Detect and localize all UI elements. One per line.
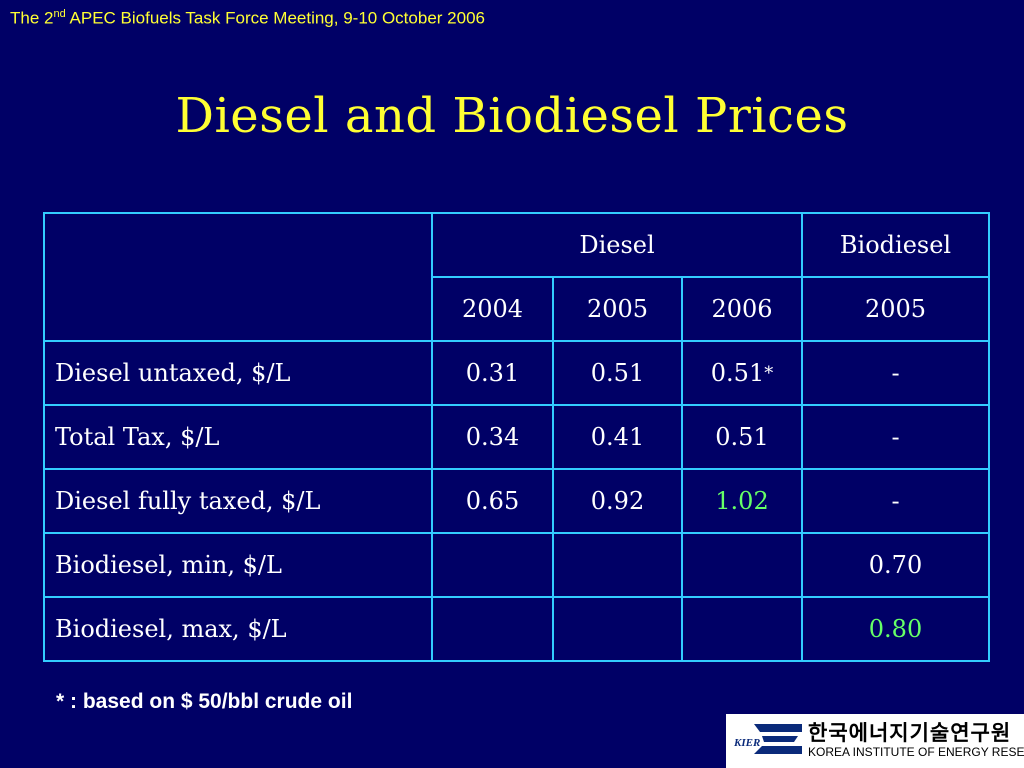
table-cell: 0.31 bbox=[431, 340, 554, 406]
header-rest: APEC Biofuels Task Force Meeting, 9-10 O… bbox=[65, 8, 485, 28]
table-cell: 0.92 bbox=[552, 468, 683, 534]
table-cell: 0.41 bbox=[552, 404, 683, 470]
table-cell: 0.51 bbox=[552, 340, 683, 406]
cell-value: 0.51 bbox=[710, 359, 765, 387]
diesel-group-header: Diesel bbox=[431, 212, 803, 278]
footnote-marker: * bbox=[764, 363, 774, 384]
row-label: Diesel fully taxed, $/L bbox=[43, 468, 433, 534]
row-label: Total Tax, $/L bbox=[43, 404, 433, 470]
year-header: 2005 bbox=[801, 276, 990, 342]
table-row: Diesel untaxed, $/L 0.31 0.51 0.51* - bbox=[43, 340, 990, 406]
price-table: Diesel Biodiesel 2004 2005 2006 2005 Die… bbox=[43, 212, 990, 662]
table-row: Biodiesel, max, $/L 0.80 bbox=[43, 596, 990, 662]
table-cell: 0.34 bbox=[431, 404, 554, 470]
slide-title: Diesel and Biodiesel Prices bbox=[175, 88, 849, 144]
year-header: 2004 bbox=[431, 276, 554, 342]
table-header-row: Diesel Biodiesel bbox=[43, 212, 990, 342]
logo-english-name: KOREA INSTITUTE OF ENERGY RESEARCH bbox=[808, 745, 1024, 759]
table-cell: - bbox=[801, 468, 990, 534]
header-prefix: The 2 bbox=[10, 8, 54, 28]
kier-logo: KIER 한국에너지기술연구원 KOREA INSTITUTE OF ENERG… bbox=[726, 714, 1024, 768]
year-header: 2005 bbox=[552, 276, 683, 342]
logo-abbr: KIER bbox=[733, 737, 760, 749]
footnote: * : based on $ 50/bbl crude oil bbox=[56, 690, 353, 713]
table-row: Diesel fully taxed, $/L 0.65 0.92 1.02 - bbox=[43, 468, 990, 534]
table-cell bbox=[552, 532, 683, 598]
kier-emblem-icon: KIER bbox=[733, 724, 802, 754]
row-label: Biodiesel, max, $/L bbox=[43, 596, 433, 662]
table-cell-2006: 0.51* bbox=[681, 340, 803, 406]
table-row: Total Tax, $/L 0.34 0.41 0.51 - bbox=[43, 404, 990, 470]
table-row: Biodiesel, min, $/L 0.70 bbox=[43, 532, 990, 598]
empty-corner-cell bbox=[43, 212, 433, 342]
highlighted-cell: 1.02 bbox=[681, 468, 803, 534]
table-cell bbox=[431, 596, 554, 662]
highlighted-cell: 0.80 bbox=[801, 596, 990, 662]
logo-korean-name: 한국에너지기술연구원 bbox=[808, 721, 1012, 745]
table-cell: - bbox=[801, 340, 990, 406]
table-cell: 0.65 bbox=[431, 468, 554, 534]
row-label: Diesel untaxed, $/L bbox=[43, 340, 433, 406]
table-year-row: 2004 2005 2006 2005 bbox=[44, 276, 990, 342]
table-cell: 0.51 bbox=[681, 404, 803, 470]
biodiesel-group-header: Biodiesel bbox=[801, 212, 990, 278]
table-cell bbox=[431, 532, 554, 598]
year-header: 2006 bbox=[681, 276, 803, 342]
header-superscript: nd bbox=[53, 8, 66, 20]
row-label: Biodiesel, min, $/L bbox=[43, 532, 433, 598]
meeting-header: The 2nd APEC Biofuels Task Force Meeting… bbox=[10, 8, 485, 29]
table-cell bbox=[552, 596, 683, 662]
table-cell bbox=[681, 596, 803, 662]
table-cell bbox=[681, 532, 803, 598]
table-cell: 0.70 bbox=[801, 532, 990, 598]
table-cell: - bbox=[801, 404, 990, 470]
